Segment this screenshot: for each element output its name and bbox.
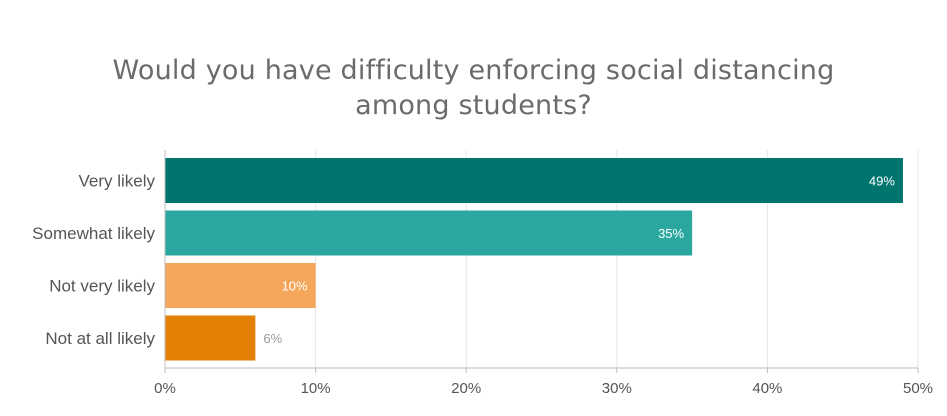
value-label: 35% [658,226,684,241]
value-label: 6% [263,331,282,346]
category-label: Not very likely [49,277,155,296]
bar [165,263,316,308]
category-label: Somewhat likely [32,224,155,243]
bar [165,210,693,256]
chart-title-line-2: among students? [355,90,592,121]
x-tick-label: 50% [903,380,933,397]
x-tick-label: 40% [752,380,782,397]
x-tick-label: 10% [301,380,331,397]
x-tick-label: 0% [154,380,176,397]
category-label: Very likely [78,172,155,191]
value-label: 49% [869,174,895,189]
x-tick-label: 20% [451,380,481,397]
x-tick-label: 30% [602,380,632,397]
chart-title-line-1: Would you have difficulty enforcing soci… [112,55,835,86]
category-label: Not at all likely [45,329,155,348]
bar [165,315,256,361]
value-label: 10% [282,279,308,294]
bar [165,158,903,203]
